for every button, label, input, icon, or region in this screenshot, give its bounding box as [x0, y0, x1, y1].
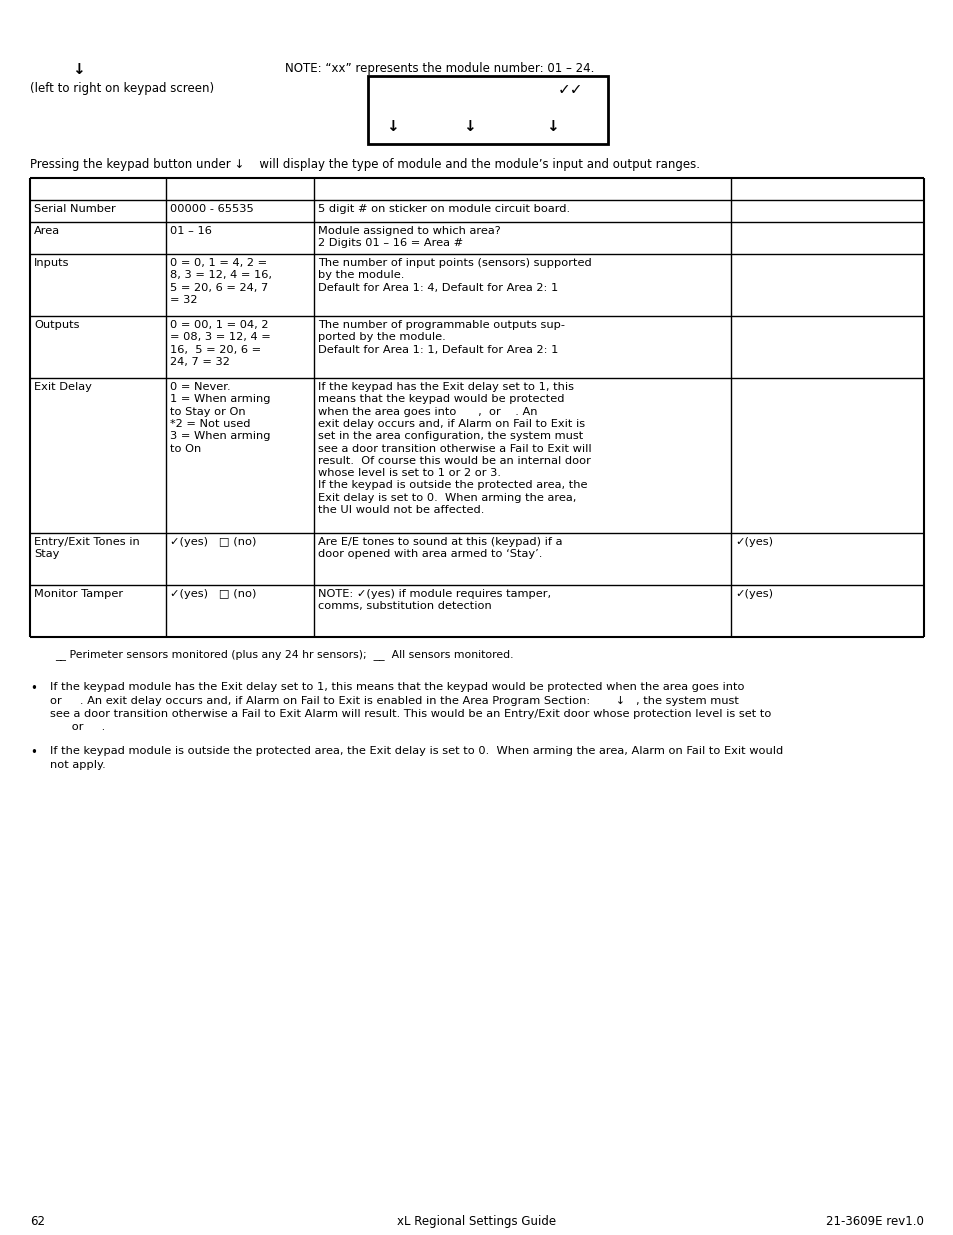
Text: see a door transition otherwise a Fail to Exit will: see a door transition otherwise a Fail t… — [317, 443, 591, 453]
Text: •: • — [30, 682, 37, 695]
Text: by the module.: by the module. — [317, 270, 404, 280]
Text: Pressing the keypad button under ↓    will display the type of module and the mo: Pressing the keypad button under ↓ will … — [30, 158, 700, 170]
Text: to Stay or On: to Stay or On — [170, 406, 245, 416]
Text: 0 = 00, 1 = 04, 2: 0 = 00, 1 = 04, 2 — [170, 320, 268, 330]
Text: 21-3609E rev1.0: 21-3609E rev1.0 — [825, 1215, 923, 1228]
Text: = 08, 3 = 12, 4 =: = 08, 3 = 12, 4 = — [170, 332, 271, 342]
Text: Default for Area 1: 4, Default for Area 2: 1: Default for Area 1: 4, Default for Area … — [317, 283, 558, 293]
Text: or     .: or . — [50, 722, 105, 732]
Text: Default for Area 1: 1, Default for Area 2: 1: Default for Area 1: 1, Default for Area … — [317, 345, 558, 354]
Text: NOTE: ✓(yes) if module requires tamper,: NOTE: ✓(yes) if module requires tamper, — [317, 589, 551, 599]
Text: the UI would not be affected.: the UI would not be affected. — [317, 505, 484, 515]
Text: when the area goes into      ,  or    . An: when the area goes into , or . An — [317, 406, 537, 416]
Text: NOTE: “xx” represents the module number: 01 – 24.: NOTE: “xx” represents the module number:… — [285, 62, 594, 75]
Text: ported by the module.: ported by the module. — [317, 332, 445, 342]
Text: Exit Delay: Exit Delay — [34, 382, 91, 391]
Bar — [368, 77, 607, 144]
Text: Area: Area — [34, 226, 60, 236]
Text: 62: 62 — [30, 1215, 45, 1228]
Text: Entry/Exit Tones in: Entry/Exit Tones in — [34, 537, 139, 547]
Text: (left to right on keypad screen): (left to right on keypad screen) — [30, 82, 213, 95]
Text: or     . An exit delay occurs and, if Alarm on Fail to Exit is enabled in the Ar: or . An exit delay occurs and, if Alarm … — [50, 695, 739, 705]
Text: •: • — [30, 746, 37, 760]
Text: ↓: ↓ — [386, 119, 398, 135]
Text: = 32: = 32 — [170, 295, 197, 305]
Text: ↓: ↓ — [71, 62, 85, 77]
Text: ✓(yes)   □ (no): ✓(yes) □ (no) — [170, 589, 256, 599]
Text: If the keypad has the Exit delay set to 1, this: If the keypad has the Exit delay set to … — [317, 382, 574, 391]
Text: set in the area configuration, the system must: set in the area configuration, the syste… — [317, 431, 582, 441]
Text: If the keypad module is outside the protected area, the Exit delay is set to 0. : If the keypad module is outside the prot… — [50, 746, 782, 756]
Text: If the keypad is outside the protected area, the: If the keypad is outside the protected a… — [317, 480, 587, 490]
Text: ✓(yes)   □ (no): ✓(yes) □ (no) — [170, 537, 256, 547]
Text: 0 = Never.: 0 = Never. — [170, 382, 231, 391]
Text: see a door transition otherwise a Fail to Exit Alarm will result. This would be : see a door transition otherwise a Fail t… — [50, 709, 771, 719]
Text: not apply.: not apply. — [50, 760, 106, 769]
Text: The number of input points (sensors) supported: The number of input points (sensors) sup… — [317, 258, 591, 268]
Text: 2 Digits 01 – 16 = Area #: 2 Digits 01 – 16 = Area # — [317, 238, 462, 248]
Text: Stay: Stay — [34, 550, 59, 559]
Text: Monitor Tamper: Monitor Tamper — [34, 589, 123, 599]
Text: to On: to On — [170, 443, 201, 453]
Text: ✓(yes): ✓(yes) — [734, 537, 772, 547]
Text: 24, 7 = 32: 24, 7 = 32 — [170, 357, 230, 367]
Text: door opened with area armed to ‘Stay’.: door opened with area armed to ‘Stay’. — [317, 550, 542, 559]
Text: *2 = Not used: *2 = Not used — [170, 419, 251, 429]
Text: Outputs: Outputs — [34, 320, 79, 330]
Text: 1 = When arming: 1 = When arming — [170, 394, 271, 404]
Text: 5 = 20, 6 = 24, 7: 5 = 20, 6 = 24, 7 — [170, 283, 268, 293]
Text: whose level is set to 1 or 2 or 3.: whose level is set to 1 or 2 or 3. — [317, 468, 500, 478]
Text: Serial Number: Serial Number — [34, 204, 115, 214]
Text: ↓: ↓ — [462, 119, 476, 135]
Text: Module assigned to which area?: Module assigned to which area? — [317, 226, 500, 236]
Text: xL Regional Settings Guide: xL Regional Settings Guide — [397, 1215, 556, 1228]
Text: If the keypad module has the Exit delay set to 1, this means that the keypad wou: If the keypad module has the Exit delay … — [50, 682, 743, 692]
Text: 16,  5 = 20, 6 =: 16, 5 = 20, 6 = — [170, 345, 261, 354]
Text: Exit delay is set to 0.  When arming the area,: Exit delay is set to 0. When arming the … — [317, 493, 576, 503]
Text: 01 – 16: 01 – 16 — [170, 226, 212, 236]
Text: exit delay occurs and, if Alarm on Fail to Exit is: exit delay occurs and, if Alarm on Fail … — [317, 419, 584, 429]
Text: ↓: ↓ — [545, 119, 558, 135]
Text: ✓(yes): ✓(yes) — [734, 589, 772, 599]
Text: means that the keypad would be protected: means that the keypad would be protected — [317, 394, 564, 404]
Text: 00000 - 65535: 00000 - 65535 — [170, 204, 253, 214]
Text: Inputs: Inputs — [34, 258, 70, 268]
Text: comms, substitution detection: comms, substitution detection — [317, 601, 491, 611]
Text: Are E/E tones to sound at this (keypad) if a: Are E/E tones to sound at this (keypad) … — [317, 537, 562, 547]
Text: __ Perimeter sensors monitored (plus any 24 hr sensors);  __  All sensors monito: __ Perimeter sensors monitored (plus any… — [55, 650, 513, 659]
Text: The number of programmable outputs sup-: The number of programmable outputs sup- — [317, 320, 564, 330]
Text: ✓✓: ✓✓ — [558, 82, 583, 98]
Text: 5 digit # on sticker on module circuit board.: 5 digit # on sticker on module circuit b… — [317, 204, 570, 214]
Text: 3 = When arming: 3 = When arming — [170, 431, 271, 441]
Text: result.  Of course this would be an internal door: result. Of course this would be an inter… — [317, 456, 590, 466]
Text: 0 = 0, 1 = 4, 2 =: 0 = 0, 1 = 4, 2 = — [170, 258, 267, 268]
Text: 8, 3 = 12, 4 = 16,: 8, 3 = 12, 4 = 16, — [170, 270, 272, 280]
